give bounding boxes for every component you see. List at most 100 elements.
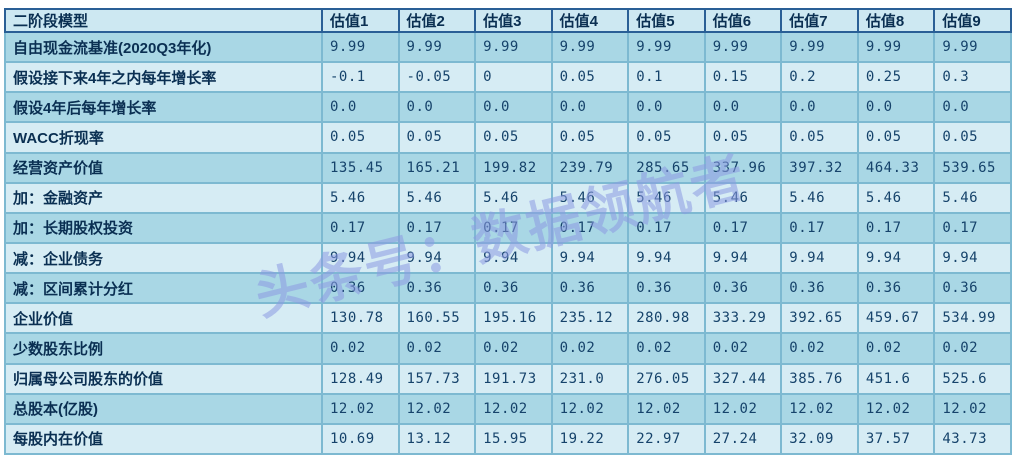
value-cell: 385.76 [780, 362, 859, 395]
column-header: 估值4 [550, 8, 630, 33]
value-cell: 0.02 [933, 332, 1012, 365]
value-cell: 12.02 [856, 392, 936, 425]
table-body: 自由现金流基准(2020Q3年化) 9.99 9.99 9.99 9.99 9.99 9.9… [4, 30, 1012, 456]
value-cell: 9.94 [321, 241, 400, 275]
value-cell: 0.36 [780, 272, 859, 305]
column-header: 估值5 [627, 8, 706, 33]
value-cell: 0.05 [474, 121, 553, 154]
value-cell: 0.0 [780, 91, 859, 124]
column-header: 估值8 [856, 8, 936, 33]
value-cell: 0.36 [856, 272, 936, 305]
value-cell: 0.05 [627, 121, 706, 154]
value-cell: 9.94 [474, 241, 553, 275]
two-stage-model-table: 二阶段模型 估值1 估值2 估值3 估值4 估值5 估值6 估值7 估值8 估值9 自由现金流基… [4, 8, 1012, 456]
row-label: 每股内在价值 [4, 422, 323, 456]
value-cell: 0.25 [856, 61, 936, 94]
value-cell: 12.02 [933, 392, 1012, 425]
value-cell: 27.24 [703, 422, 783, 456]
row-label: 假设接下来4年之内每年增长率 [4, 61, 323, 94]
row-label: 加：金融资产 [4, 181, 323, 214]
table-row: 企业价值 130.78 160.55 195.16 235.12 280.98 333.29… [4, 302, 1012, 335]
value-cell: 459.67 [856, 302, 936, 335]
value-cell: 5.46 [933, 181, 1012, 214]
value-cell: 9.94 [627, 241, 706, 275]
value-cell: 195.16 [474, 302, 553, 335]
value-cell: 235.12 [550, 302, 630, 335]
value-cell: 5.46 [474, 181, 553, 214]
value-cell: 32.09 [780, 422, 859, 456]
value-cell: 0.0 [550, 91, 630, 124]
value-cell: 333.29 [703, 302, 783, 335]
row-label: 假设4年后每年增长率 [4, 91, 323, 124]
row-label: 经营资产价值 [4, 151, 323, 184]
table-row: 加：金融资产 5.46 5.46 5.46 5.46 5.46 5.46 5.46 5.46 5.… [4, 181, 1012, 214]
value-cell: 0.02 [397, 332, 477, 365]
row-label: 减：区间累计分红 [4, 272, 323, 305]
value-cell: 12.02 [550, 392, 630, 425]
column-header: 估值9 [933, 8, 1012, 33]
column-header: 估值6 [703, 8, 783, 33]
value-cell: 9.94 [780, 241, 859, 275]
value-cell: 0.0 [856, 91, 936, 124]
value-cell: 0.05 [321, 121, 400, 154]
row-label: 少数股东比例 [4, 332, 323, 365]
value-cell: 5.46 [627, 181, 706, 214]
table-row: 减：区间累计分红 0.36 0.36 0.36 0.36 0.36 0.36 0.36 0.36… [4, 272, 1012, 305]
value-cell: 0.17 [933, 211, 1012, 244]
value-cell: 0.15 [703, 61, 783, 94]
value-cell: 0.36 [550, 272, 630, 305]
value-cell: 5.46 [550, 181, 630, 214]
value-cell: 0.36 [397, 272, 477, 305]
value-cell: 0.0 [703, 91, 783, 124]
value-cell: 525.6 [933, 362, 1012, 395]
value-cell: 0.05 [933, 121, 1012, 154]
value-cell: 0.05 [703, 121, 783, 154]
value-cell: 0.05 [397, 121, 477, 154]
value-cell: 9.99 [397, 30, 477, 64]
value-cell: 9.99 [321, 30, 400, 64]
value-cell: 0.0 [321, 91, 400, 124]
value-cell: 0.36 [627, 272, 706, 305]
value-cell: 12.02 [627, 392, 706, 425]
table-row: 加：长期股权投资 0.17 0.17 0.17 0.17 0.17 0.17 0.17 0.17… [4, 211, 1012, 244]
row-label: 自由现金流基准(2020Q3年化) [4, 30, 323, 64]
value-cell: -0.05 [397, 61, 477, 94]
value-cell: 0.36 [933, 272, 1012, 305]
row-label: 企业价值 [4, 302, 323, 335]
row-label: 归属母公司股东的价值 [4, 362, 323, 395]
table-row: 假设4年后每年增长率 0.0 0.0 0.0 0.0 0.0 0.0 0.0 0.0 0.0 [4, 91, 1012, 124]
row-label: 减：企业债务 [4, 241, 323, 275]
value-cell: 392.65 [780, 302, 859, 335]
table-row: WACC折现率 0.05 0.05 0.05 0.05 0.05 0.05 0.05 0.05 0… [4, 121, 1012, 154]
value-cell: 191.73 [474, 362, 553, 395]
table-row: 总股本(亿股) 12.02 12.02 12.02 12.02 12.02 12.02 12.… [4, 392, 1012, 425]
value-cell: 0.05 [550, 61, 630, 94]
value-cell: 0.02 [703, 332, 783, 365]
value-cell: 5.46 [780, 181, 859, 214]
value-cell: 9.99 [703, 30, 783, 64]
value-cell: 0 [474, 61, 553, 94]
row-label: 总股本(亿股) [4, 392, 323, 425]
value-cell: 9.94 [856, 241, 936, 275]
table-row: 归属母公司股东的价值 128.49 157.73 191.73 231.0 276.05 3… [4, 362, 1012, 395]
value-cell: 160.55 [397, 302, 477, 335]
value-cell: 9.94 [397, 241, 477, 275]
value-cell: 9.99 [474, 30, 553, 64]
value-cell: 464.33 [856, 151, 936, 184]
value-cell: 9.99 [856, 30, 936, 64]
value-cell: 0.05 [780, 121, 859, 154]
table-header-row: 二阶段模型 估值1 估值2 估值3 估值4 估值5 估值6 估值7 估值8 估值9 [4, 8, 1012, 33]
value-cell: -0.1 [321, 61, 400, 94]
value-cell: 9.94 [550, 241, 630, 275]
value-cell: 9.99 [780, 30, 859, 64]
column-header: 估值3 [474, 8, 553, 33]
value-cell: 0.17 [550, 211, 630, 244]
valuation-table-container: 二阶段模型 估值1 估值2 估值3 估值4 估值5 估值6 估值7 估值8 估值9 自由现金流基… [4, 8, 1012, 456]
value-cell: 12.02 [321, 392, 400, 425]
value-cell: 5.46 [703, 181, 783, 214]
table-title-cell: 二阶段模型 [4, 8, 323, 33]
value-cell: 231.0 [550, 362, 630, 395]
table-row: 每股内在价值 10.69 13.12 15.95 19.22 22.97 27.24 32.0… [4, 422, 1012, 456]
value-cell: 0.05 [856, 121, 936, 154]
